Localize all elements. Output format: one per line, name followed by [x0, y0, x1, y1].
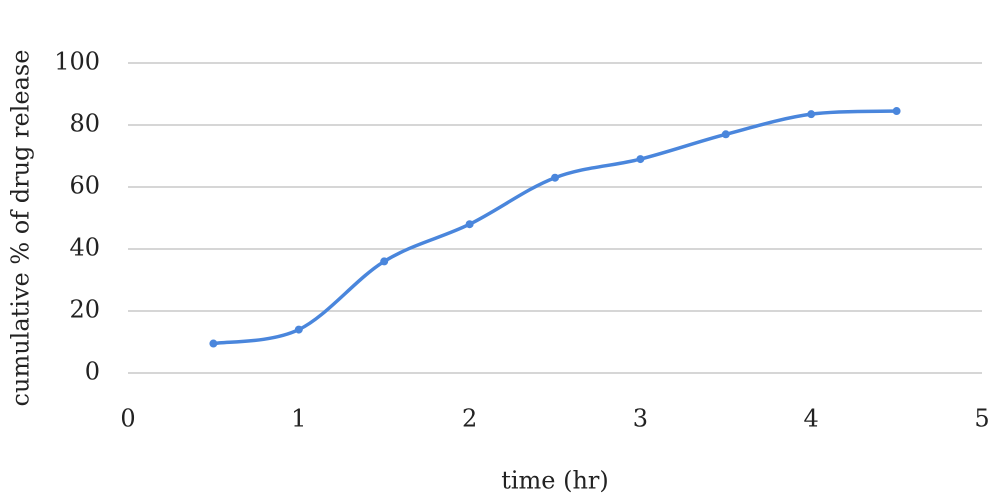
- x-tick-label: 5: [974, 405, 989, 433]
- x-axis-label: time (hr): [501, 467, 609, 495]
- x-tick-label: 2: [462, 405, 477, 433]
- y-tick-label: 80: [69, 110, 100, 138]
- data-point: [551, 173, 559, 182]
- data-point: [721, 130, 730, 139]
- y-axis-label: cumulative % of drug release: [7, 50, 35, 407]
- y-tick-label: 20: [69, 296, 100, 324]
- data-point: [209, 339, 218, 348]
- x-tick-label: 0: [120, 405, 135, 433]
- y-tick-label: 0: [85, 358, 100, 386]
- x-tick-label: 3: [633, 405, 648, 433]
- y-tick-label: 100: [54, 48, 100, 76]
- data-point: [380, 257, 389, 266]
- y-tick-label: 40: [69, 234, 100, 262]
- y-tick-label: 60: [69, 172, 100, 200]
- data-point: [294, 325, 303, 334]
- data-point: [465, 220, 474, 229]
- data-point: [636, 155, 645, 164]
- data-point: [807, 110, 816, 119]
- data-line: [213, 109, 897, 346]
- x-tick-label: 1: [291, 405, 306, 433]
- data-point: [892, 107, 901, 116]
- x-tick-label: 4: [804, 405, 819, 433]
